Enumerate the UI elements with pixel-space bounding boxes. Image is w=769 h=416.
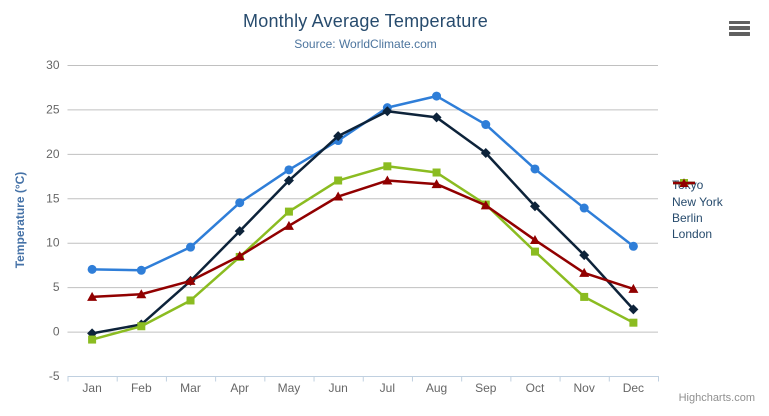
- point-london-sep[interactable]: [480, 200, 491, 210]
- point-new-york-jul[interactable]: [382, 106, 393, 117]
- y-tick-label: 25: [46, 102, 60, 116]
- point-berlin-oct[interactable]: [530, 247, 539, 256]
- chart-title: Monthly Average Temperature: [243, 11, 488, 31]
- point-berlin-aug[interactable]: [432, 168, 441, 177]
- point-tokyo-nov[interactable]: [579, 203, 589, 213]
- x-tick-label: Nov: [574, 381, 595, 395]
- point-tokyo-feb[interactable]: [136, 265, 146, 275]
- series-line-london: [90, 179, 635, 299]
- point-new-york-dec[interactable]: [628, 304, 639, 315]
- point-tokyo-may[interactable]: [284, 165, 294, 175]
- legend-item-new-york[interactable]: New York: [672, 178, 723, 209]
- series-line-new-york: [90, 109, 635, 335]
- point-berlin-mar[interactable]: [186, 296, 195, 305]
- y-tick-label: 20: [46, 147, 60, 161]
- legend-item-label: New York: [672, 194, 723, 209]
- legend-item-label: Berlin: [672, 210, 703, 225]
- point-tokyo-sep[interactable]: [481, 120, 491, 130]
- point-tokyo-aug[interactable]: [432, 91, 442, 101]
- y-tick-label: 30: [46, 58, 60, 72]
- point-berlin-jun[interactable]: [334, 176, 343, 185]
- x-tick-label: Aug: [426, 381, 447, 395]
- point-berlin-dec[interactable]: [629, 318, 638, 327]
- point-new-york-sep[interactable]: [480, 147, 491, 158]
- point-new-york-nov[interactable]: [579, 250, 590, 261]
- credits-link[interactable]: Highcharts.com: [678, 392, 755, 404]
- point-tokyo-oct[interactable]: [530, 164, 540, 174]
- x-tick-label: Mar: [180, 381, 201, 395]
- chart-subtitle: Source: WorldClimate.com: [294, 37, 437, 51]
- export-menu-button[interactable]: [728, 19, 752, 37]
- x-tick-label: Apr: [230, 381, 249, 395]
- series-line-berlin: [90, 165, 635, 341]
- x-tick-label: Dec: [623, 381, 644, 395]
- point-berlin-feb[interactable]: [137, 322, 146, 331]
- y-tick-label: 15: [46, 191, 60, 205]
- legend-item-london[interactable]: London: [672, 178, 723, 242]
- y-axis-title: Temperature (°C): [13, 171, 27, 269]
- point-london-aug[interactable]: [431, 179, 442, 189]
- point-new-york-apr[interactable]: [234, 226, 245, 237]
- point-tokyo-apr[interactable]: [235, 198, 245, 208]
- point-new-york-jun[interactable]: [333, 131, 344, 142]
- point-london-jun[interactable]: [333, 191, 344, 201]
- x-tick-label: May: [278, 381, 301, 395]
- point-new-york-may[interactable]: [283, 175, 294, 186]
- point-tokyo-mar[interactable]: [186, 242, 196, 252]
- point-berlin-jan[interactable]: [88, 335, 97, 344]
- y-tick-label: 5: [53, 280, 60, 294]
- point-london-mar[interactable]: [185, 275, 196, 285]
- x-tick-label: Sep: [475, 381, 497, 395]
- y-tick-label: -5: [49, 369, 60, 383]
- x-tick-label: Jan: [82, 381, 101, 395]
- point-berlin-jul[interactable]: [383, 162, 392, 171]
- point-london-feb[interactable]: [136, 289, 147, 299]
- y-tick-label: 0: [53, 325, 60, 339]
- y-tick-label: 10: [46, 236, 60, 250]
- point-tokyo-dec[interactable]: [628, 241, 638, 251]
- hamburger-menu-icon: [729, 20, 751, 36]
- point-london-apr[interactable]: [234, 251, 245, 261]
- point-tokyo-jan[interactable]: [87, 264, 97, 274]
- point-berlin-nov[interactable]: [580, 292, 589, 301]
- point-london-may[interactable]: [283, 220, 294, 230]
- series-line-tokyo: [90, 94, 635, 272]
- x-tick-label: Oct: [526, 381, 545, 395]
- point-london-oct[interactable]: [529, 235, 540, 245]
- x-tick-label: Jul: [380, 381, 395, 395]
- x-tick-label: Jun: [328, 381, 347, 395]
- point-london-jan[interactable]: [87, 291, 98, 301]
- legend-item-berlin[interactable]: Berlin: [672, 179, 723, 226]
- legend-item-label: London: [672, 227, 713, 242]
- point-berlin-may[interactable]: [284, 207, 293, 216]
- triangle-marker-icon: [673, 178, 695, 187]
- point-london-nov[interactable]: [579, 267, 590, 277]
- point-london-jul[interactable]: [382, 175, 393, 185]
- x-tick-label: Feb: [131, 381, 152, 395]
- point-london-dec[interactable]: [628, 283, 639, 293]
- point-new-york-oct[interactable]: [529, 201, 540, 212]
- point-new-york-aug[interactable]: [431, 112, 442, 123]
